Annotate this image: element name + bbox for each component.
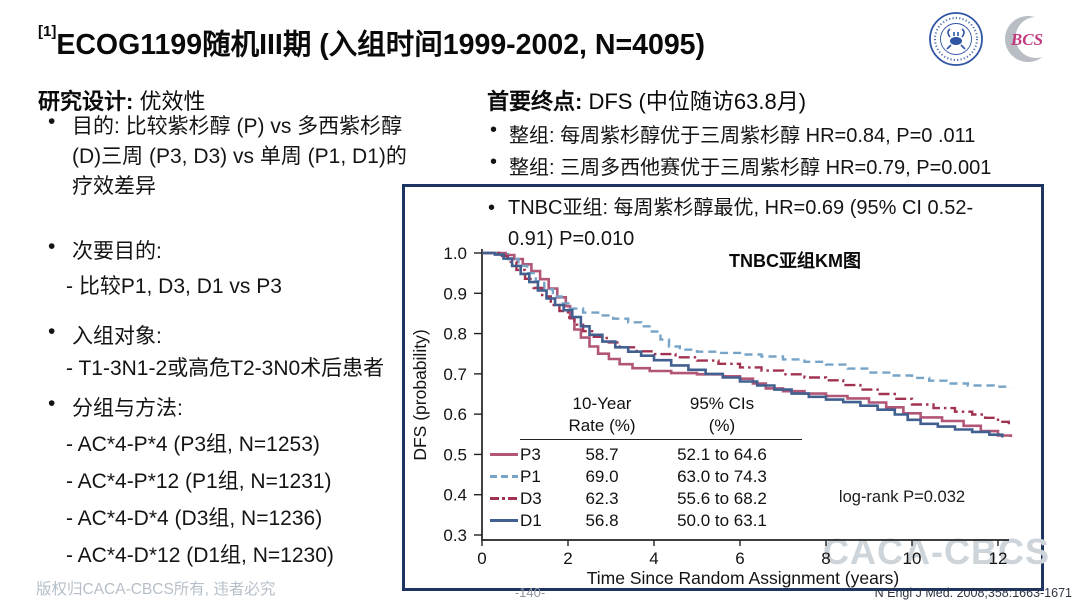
whole-group-paclitaxel-bullet: 整组: 每周紫杉醇优于三周紫杉醇 HR=0.84, P=0 .011 [490,119,975,148]
logo-area: BCS [924,10,1074,68]
page-number: -140- [514,585,546,600]
group-p1-subitem: - AC*4-P*12 (P1组, N=1231) [66,470,332,493]
legend-table: 10-Year 95% CIs Rate (%) (%) P3 58.7 52.… [490,393,802,531]
title-reference-marker: [1] [38,23,57,40]
anti-cancer-association-logo-icon [929,12,983,66]
enrollment-bullet: 入组对象: [48,320,162,350]
p1-ci: 63.0 to 74.3 [677,466,767,486]
p1-line-swatch [490,474,518,478]
survival-curves [482,251,1013,438]
page-title: [1]ECOG1199随机III期 (入组时间1999-2002, N=4095… [38,22,705,63]
logrank-annotation: log-rank P=0.032 [838,488,966,506]
copyright-notice: 版权归CACA-CBCS所有, 违者必究 [36,581,276,598]
tnbc-bullet-line1: TNBC亚组: 每周紫杉醇最优, HR=0.69 (95% CI 0.52- [488,193,973,224]
svg-text:0.3: 0.3 [443,526,467,545]
svg-text:0.4: 0.4 [443,486,467,505]
svg-text:0.9: 0.9 [443,284,467,303]
rate-header-line2: Rate (%) [568,416,636,435]
tnbc-km-panel: CACA-CBCS TNBC亚组KM图 Time Since Random As… [402,184,1049,591]
y-axis-label: DFS (probability) [410,329,430,460]
p1-label: P1 [520,466,541,486]
x-axis-label: Time Since Random Assignment (years) [587,568,900,588]
grouping-bullet: 分组与方法: [48,392,183,422]
group-d1-subitem: - AC*4-D*12 (D1组, N=1230) [66,544,334,567]
watermark: CACA-CBCS [823,531,1050,572]
tnbc-subgroup-bullet: TNBC亚组: 每周紫杉醇最优, HR=0.69 (95% CI 0.52- 0… [488,193,973,255]
group-p3-subitem: - AC*4-P*4 (P3组, N=1253) [66,433,320,456]
objective-bullet-line2: (D)三周 (P3, D3) vs 单周 (P1, D1)的 [72,145,407,168]
ci-header-line1: 95% CIs [689,394,755,413]
p3-rate: 58.7 [585,444,619,464]
d3-label: D3 [520,488,542,508]
secondary-objective-bullet: 次要目的: [48,235,162,265]
p3-ci: 52.1 to 64.6 [677,444,767,464]
svg-text:0.8: 0.8 [443,325,467,344]
group-d3-subitem: - AC*4-D*4 (D3组, N=1236) [66,507,323,530]
d1-line-swatch [490,518,518,522]
chart-title: TNBC亚组KM图 [729,250,861,271]
chart-axes: 0 2 4 6 8 10 12 1.0 0.9 0.8 0.7 0.6 0.5 0.4 0.3 [443,244,1009,568]
right-heading-bold: 首要终点: [487,89,583,114]
d3-ci: 55.6 to 68.2 [677,488,767,508]
rate-header-line1: 10-Year [572,394,632,413]
bcs-logo-text: BCS [1010,30,1043,49]
p3-label: P3 [520,444,541,464]
bcs-logo-icon: BCS [1005,16,1057,62]
enrollment-subitem: - T1-3N1-2或高危T2-3N0术后患者 [66,357,385,380]
km-chart: TNBC亚组KM图 Time Since Random Assignment (… [410,244,1013,588]
citation: N Engl J Med. 2008;358:1663-1671 [874,586,1072,600]
svg-text:0.5: 0.5 [443,445,467,464]
right-heading-rest: DFS (中位随访63.8月) [582,89,807,114]
objective-bullet-line3: 疗效差异 [72,175,156,198]
svg-text:4: 4 [649,549,658,568]
ci-header-line2: (%) [708,416,736,435]
objective-bullet-line1: 目的: 比较紫杉醇 (P) vs 多西紫杉醇 [48,110,402,140]
svg-text:0.7: 0.7 [443,365,467,384]
tnbc-bullet-line2: 0.91) P=0.010 [508,228,635,250]
secondary-objective-subitem: - 比较P1, D3, D1 vs P3 [66,275,282,298]
svg-text:0.6: 0.6 [443,405,467,424]
d3-rate: 62.3 [585,488,619,508]
d1-rate: 56.8 [585,510,619,530]
title-text: ECOG1199随机III期 (入组时间1999-2002, N=4095) [56,29,706,61]
svg-text:6: 6 [735,549,744,568]
legend-divider [520,439,802,440]
right-column-heading: 首要终点: DFS (中位随访63.8月) [487,84,806,116]
svg-text:1.0: 1.0 [443,244,467,263]
whole-group-docetaxel-bullet: 整组: 三周多西他赛优于三周紫杉醇 HR=0.79, P=0.001 [490,151,991,180]
svg-text:10: 10 [903,549,922,568]
svg-text:8: 8 [821,549,830,568]
p1-rate: 69.0 [585,466,619,486]
d1-label: D1 [520,510,542,530]
d1-ci: 50.0 to 63.1 [677,510,767,530]
svg-text:0: 0 [477,549,486,568]
svg-text:12: 12 [989,549,1008,568]
d3-line-swatch [490,496,518,500]
svg-text:2: 2 [563,549,572,568]
p3-line-swatch [490,452,518,456]
